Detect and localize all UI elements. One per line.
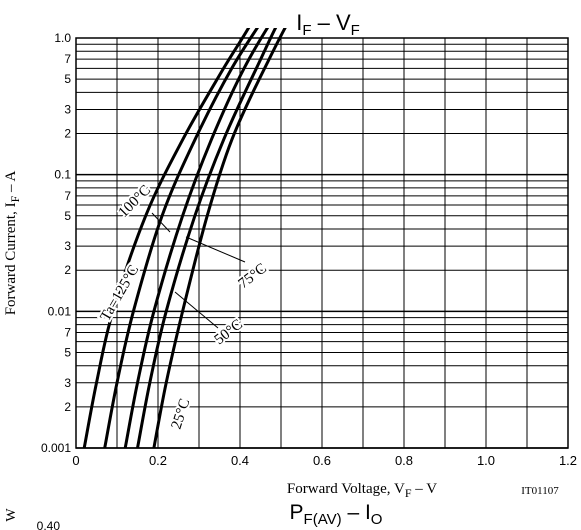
leader-100c	[151, 212, 171, 233]
y-tick-label: 7	[64, 189, 71, 203]
annotation-125c: Ta=125°C	[98, 263, 143, 324]
second-chart-first-tick: 0.40	[37, 519, 61, 530]
y-tick-label: 7	[64, 326, 71, 340]
series-line-4	[152, 28, 287, 448]
y-tick-label: 0.1	[54, 168, 71, 182]
x-tick-labels: 0 0.2 0.4 0.6 0.8 1.0 1.2	[72, 453, 577, 468]
figure-code: IT01107	[521, 485, 559, 497]
chart-title: IF – VF	[296, 10, 360, 39]
second-chart-title: PF(AV) – IO	[290, 501, 383, 528]
series-line-1	[103, 28, 260, 448]
y-tick-label: 0.001	[41, 441, 71, 455]
series-line-2	[123, 28, 270, 448]
leader-50c	[174, 291, 219, 329]
plot-frame	[75, 37, 569, 449]
y-tick-label: 7	[64, 52, 71, 66]
x-axis-label: Forward Voltage, VF – V	[287, 481, 437, 500]
y-tick-label: 5	[64, 72, 71, 86]
y-axis-label: Forward Current, IF – A	[3, 171, 22, 316]
series-line-0	[82, 28, 251, 448]
x-tick-label: 1.2	[559, 453, 577, 468]
annotation-25c: 25°C	[169, 397, 194, 431]
y-tick-label: 5	[64, 345, 71, 359]
vertical-gridlines	[116, 38, 528, 448]
annotation-50c: 50°C	[212, 316, 246, 348]
x-tick-label: 0.2	[149, 453, 167, 468]
x-tick-label: 1.0	[477, 453, 495, 468]
x-tick-label: 0.4	[231, 453, 249, 468]
y-tick-label: 0.01	[48, 304, 72, 318]
series-curves	[82, 28, 287, 448]
x-tick-label: 0.8	[395, 453, 413, 468]
x-tick-label: 0	[72, 453, 79, 468]
annotation-leaders	[151, 212, 246, 329]
y-tick-label: 3	[64, 102, 71, 116]
leader-75c	[185, 236, 246, 263]
y-tick-label: 3	[64, 376, 71, 390]
y-tick-label: 2	[64, 127, 71, 141]
y-tick-label: 5	[64, 209, 71, 223]
y-tick-label: 2	[64, 400, 71, 414]
y-tick-label: 3	[64, 239, 71, 253]
annotation-75c: 75°C	[236, 260, 270, 292]
second-chart-ylabel-fragment: W	[4, 508, 19, 522]
y-tick-label: 2	[64, 263, 71, 277]
y-tick-label: 1.0	[54, 31, 71, 45]
x-tick-label: 0.6	[313, 453, 331, 468]
series-line-3	[136, 28, 278, 448]
y-tick-labels: 1.0 7 5 3 2 0.1 7 5 3 2 0.01 7 5 3 2 0.001	[41, 31, 71, 455]
